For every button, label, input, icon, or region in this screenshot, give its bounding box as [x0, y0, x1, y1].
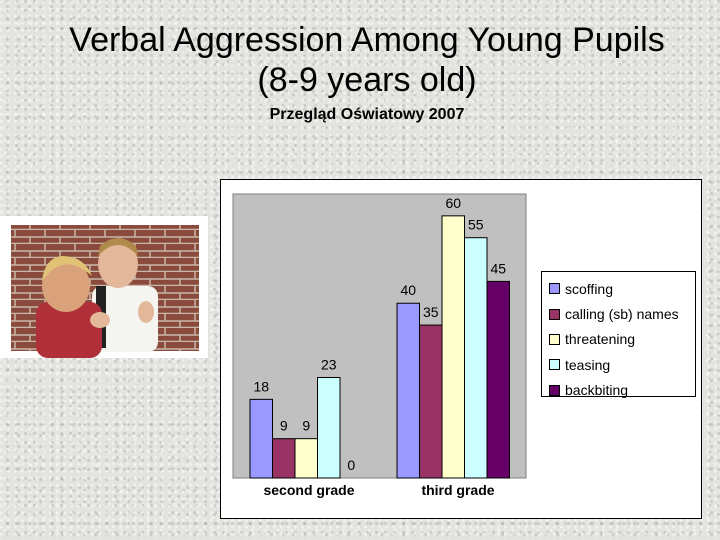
- photo-illustration: [5, 219, 205, 358]
- data-label-backbiting-second-grade: 0: [347, 457, 355, 473]
- boy-left-head: [42, 260, 90, 312]
- data-label-backbiting-third-grade: 45: [490, 260, 506, 276]
- bar-teasing-second-grade: [317, 377, 341, 479]
- bar-teasing-third-grade: [464, 237, 488, 479]
- data-label-scoffing-third-grade: 40: [400, 282, 416, 298]
- legend-item-threatening: threatening: [549, 327, 695, 352]
- legend-swatch-scoffing: [549, 283, 560, 295]
- legend-item-scoffing: scoffing: [549, 276, 695, 301]
- bar-threatening-third-grade: [441, 215, 465, 479]
- data-label-calling-sb-names-third-grade: 35: [423, 304, 439, 320]
- slide-subtitle: Przegląd Oświatowy 2007: [269, 106, 465, 123]
- boy-left-shirt: [36, 302, 102, 358]
- legend-swatch-threatening: [549, 333, 560, 345]
- chart-legend: scoffing calling (sb) names threatening …: [541, 271, 696, 398]
- data-label-scoffing-second-grade: 18: [253, 378, 269, 394]
- legend-label-threatening: threatening: [565, 331, 636, 348]
- legend-item-teasing: teasing: [549, 352, 695, 377]
- title-line-2: (8-9 years old): [257, 61, 477, 99]
- bar-threatening-second-grade: [294, 438, 318, 479]
- legend-swatch-calling-names: [549, 308, 560, 320]
- bar-scoffing-second-grade: [249, 398, 273, 479]
- data-label-teasing-third-grade: 55: [468, 217, 484, 233]
- bar-scoffing-third-grade: [396, 302, 420, 479]
- legend-swatch-backbiting: [549, 384, 560, 396]
- photo-boys-brick-wall: [0, 216, 208, 358]
- title-line-1: Verbal Aggression Among Young Pupils: [69, 21, 665, 59]
- data-label-threatening-third-grade: 60: [445, 195, 461, 211]
- bar-calling-sb-names-third-grade: [419, 324, 443, 479]
- legend-label-teasing: teasing: [565, 356, 611, 373]
- category-label-second-grade: second grade: [263, 482, 354, 498]
- data-label-threatening-second-grade: 9: [302, 418, 310, 434]
- data-label-teasing-second-grade: 23: [321, 357, 337, 373]
- boy-right-hand: [138, 301, 154, 323]
- boy-left-hair: [42, 256, 92, 282]
- legend-item-calling-names: calling (sb) names: [549, 301, 695, 326]
- boy-left-hand: [90, 312, 110, 328]
- boy-right-hair: [98, 238, 138, 256]
- bar-calling-sb-names-second-grade: [272, 438, 296, 479]
- bar-backbiting-third-grade: [486, 280, 510, 479]
- category-label-third-grade: third grade: [421, 482, 494, 498]
- legend-label-calling-names: calling (sb) names: [565, 306, 679, 323]
- chart-frame: 18 9 9 23 0 second grade 40 35 60 55 45 third grade…: [220, 179, 702, 519]
- bar-chart: 18 9 9 23 0 second grade 40 35 60 55 45 third grade: [232, 193, 527, 498]
- boy-right-face: [98, 240, 138, 288]
- legend-label-scoffing: scoffing: [565, 280, 613, 297]
- boy-right-shirt: [92, 286, 158, 352]
- data-label-calling-sb-names-second-grade: 9: [280, 418, 288, 434]
- legend-label-backbiting: backbiting: [565, 382, 629, 399]
- legend-swatch-teasing: [549, 359, 560, 371]
- legend-item-backbiting: backbiting: [549, 378, 695, 403]
- slide-title: Verbal Aggression Among Young Pupils (8-…: [0, 20, 720, 100]
